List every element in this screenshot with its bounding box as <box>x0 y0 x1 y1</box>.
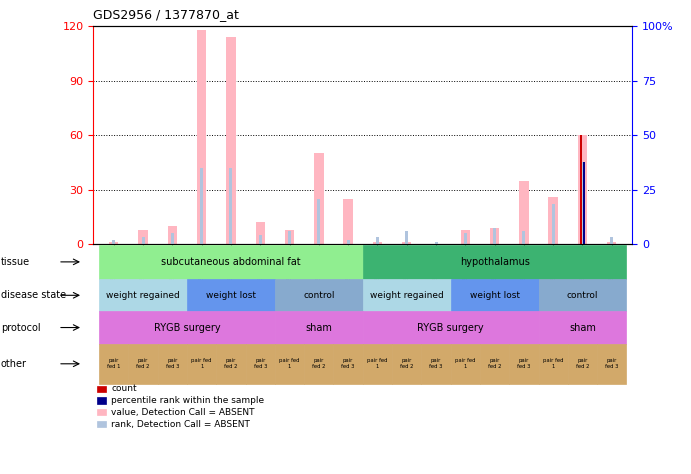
Bar <box>522 231 525 244</box>
Bar <box>461 229 470 244</box>
Bar <box>464 233 467 244</box>
Text: weight lost: weight lost <box>206 291 256 300</box>
Text: sham: sham <box>569 322 596 333</box>
Text: RYGB surgery: RYGB surgery <box>417 322 484 333</box>
Text: sham: sham <box>305 322 332 333</box>
Text: pair
fed 1: pair fed 1 <box>107 358 120 369</box>
Bar <box>580 135 582 244</box>
Text: pair
fed 2: pair fed 2 <box>576 358 589 369</box>
Text: RYGB surgery: RYGB surgery <box>153 322 220 333</box>
Bar <box>578 135 587 244</box>
Bar <box>226 37 236 244</box>
Text: pair
fed 2: pair fed 2 <box>224 358 238 369</box>
Bar <box>113 240 115 244</box>
Bar <box>376 237 379 244</box>
Bar <box>607 242 616 244</box>
Bar <box>142 237 144 244</box>
Text: protocol: protocol <box>1 322 40 333</box>
Text: pair
fed 2: pair fed 2 <box>400 358 413 369</box>
Text: hypothalamus: hypothalamus <box>460 257 529 267</box>
Text: pair
fed 2: pair fed 2 <box>312 358 325 369</box>
Text: other: other <box>1 359 27 369</box>
Bar <box>519 181 529 244</box>
Text: disease state: disease state <box>1 290 66 301</box>
Bar <box>200 168 203 244</box>
Bar <box>168 226 177 244</box>
Bar <box>171 233 174 244</box>
Bar <box>317 199 321 244</box>
Text: count: count <box>111 384 137 393</box>
Text: tissue: tissue <box>1 257 30 267</box>
Text: control: control <box>303 291 334 300</box>
Text: pair
fed 3: pair fed 3 <box>429 358 443 369</box>
Text: pair
fed 3: pair fed 3 <box>517 358 531 369</box>
Text: pair
fed 3: pair fed 3 <box>605 358 618 369</box>
Bar <box>490 228 500 244</box>
Bar <box>314 153 323 244</box>
Text: pair
fed 3: pair fed 3 <box>166 358 179 369</box>
Bar <box>610 237 613 244</box>
Bar <box>581 163 584 244</box>
Text: pair fed
1: pair fed 1 <box>543 358 563 369</box>
Bar <box>405 231 408 244</box>
Text: weight regained: weight regained <box>370 291 444 300</box>
Text: pair fed
1: pair fed 1 <box>455 358 475 369</box>
Text: GDS2956 / 1377870_at: GDS2956 / 1377870_at <box>93 9 239 21</box>
Bar <box>258 235 262 244</box>
Bar <box>549 197 558 244</box>
Text: value, Detection Call = ABSENT: value, Detection Call = ABSENT <box>111 408 255 417</box>
Bar <box>109 242 118 244</box>
Bar <box>256 222 265 244</box>
Bar <box>343 199 353 244</box>
Text: rank, Detection Call = ABSENT: rank, Detection Call = ABSENT <box>111 420 250 428</box>
Text: pair
fed 3: pair fed 3 <box>254 358 267 369</box>
Bar <box>229 168 232 244</box>
Bar <box>551 204 555 244</box>
Text: control: control <box>567 291 598 300</box>
Text: pair
fed 2: pair fed 2 <box>488 358 502 369</box>
Bar <box>493 228 496 244</box>
Text: pair fed
1: pair fed 1 <box>367 358 388 369</box>
Bar <box>435 242 437 244</box>
Text: percentile rank within the sample: percentile rank within the sample <box>111 396 265 405</box>
Text: pair
fed 2: pair fed 2 <box>136 358 150 369</box>
Text: subcutaneous abdominal fat: subcutaneous abdominal fat <box>161 257 301 267</box>
Text: pair fed
1: pair fed 1 <box>279 358 300 369</box>
Bar <box>372 242 382 244</box>
Bar <box>402 242 411 244</box>
Text: pair
fed 3: pair fed 3 <box>341 358 354 369</box>
Bar <box>285 229 294 244</box>
Bar <box>138 229 148 244</box>
Text: pair fed
1: pair fed 1 <box>191 358 212 369</box>
Text: weight regained: weight regained <box>106 291 180 300</box>
Text: weight lost: weight lost <box>470 291 520 300</box>
Bar <box>347 240 350 244</box>
Bar <box>288 231 291 244</box>
Bar <box>583 163 585 244</box>
Bar <box>197 30 207 244</box>
